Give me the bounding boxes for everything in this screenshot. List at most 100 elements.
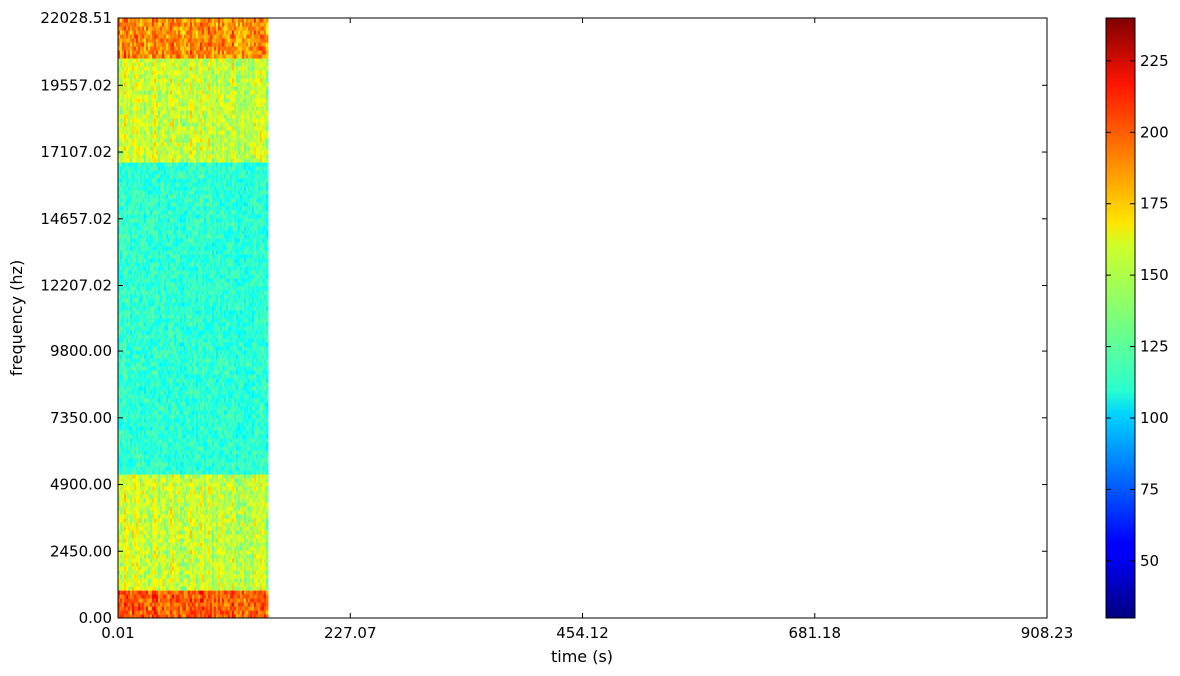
heatmap-cell: [139, 526, 143, 531]
heatmap-cell: [127, 110, 131, 115]
heatmap-cell: [163, 166, 167, 171]
heatmap-cell: [118, 134, 121, 139]
heatmap-cell: [161, 414, 165, 419]
heatmap-cell: [125, 602, 129, 607]
heatmap-cell: [137, 118, 141, 123]
heatmap-cell: [151, 210, 155, 215]
heatmap-cell: [159, 598, 163, 603]
heatmap-cell: [135, 530, 139, 535]
heatmap-cell: [122, 246, 125, 251]
heatmap-cell: [151, 330, 155, 335]
heatmap-cell: [153, 358, 157, 363]
heatmap-cell: [163, 474, 167, 479]
heatmap-cell: [137, 214, 141, 219]
heatmap-cell: [151, 514, 155, 519]
heatmap-cell: [151, 158, 155, 163]
heatmap-cell: [135, 178, 139, 183]
heatmap-cell: [161, 190, 165, 195]
heatmap-cell: [139, 210, 143, 215]
heatmap-cell: [141, 566, 145, 571]
heatmap-cell: [129, 346, 133, 351]
heatmap-cell: [131, 314, 135, 319]
heatmap-cell: [143, 246, 147, 251]
heatmap-cell: [167, 38, 171, 43]
heatmap-cell: [137, 286, 141, 291]
heatmap-cell: [155, 90, 159, 95]
heatmap-cell: [143, 606, 147, 611]
heatmap-cell: [135, 46, 139, 51]
heatmap-cell: [149, 434, 153, 439]
heatmap-cell: [157, 414, 161, 419]
heatmap-cell: [125, 474, 129, 479]
heatmap-cell: [139, 234, 143, 239]
heatmap-cell: [125, 198, 129, 203]
heatmap-cell: [127, 518, 131, 523]
heatmap-cell: [147, 510, 151, 515]
heatmap-cell: [125, 562, 129, 567]
heatmap-cell: [167, 258, 171, 263]
heatmap-cell: [147, 78, 151, 83]
heatmap-cell: [135, 474, 139, 479]
heatmap-cell: [127, 138, 131, 143]
heatmap-cell: [165, 66, 169, 71]
heatmap-cell: [120, 258, 123, 263]
heatmap-cell: [149, 346, 153, 351]
heatmap-cell: [143, 98, 147, 103]
heatmap-cell: [133, 274, 137, 279]
heatmap-cell: [137, 202, 141, 207]
heatmap-cell: [131, 170, 135, 175]
heatmap-cell: [151, 334, 155, 339]
heatmap-cell: [151, 170, 155, 175]
heatmap-cell: [135, 486, 139, 491]
heatmap-cell: [129, 558, 133, 563]
heatmap-cell: [143, 90, 147, 95]
heatmap-cell: [135, 122, 139, 127]
heatmap-cell: [137, 38, 141, 43]
heatmap-cell: [153, 190, 157, 195]
heatmap-cell: [139, 294, 143, 299]
heatmap-cell: [133, 126, 137, 131]
heatmap-cell: [159, 250, 163, 255]
heatmap-cell: [141, 174, 145, 179]
heatmap-cell: [149, 470, 153, 475]
heatmap-cell: [165, 422, 169, 427]
heatmap-cell: [165, 218, 169, 223]
heatmap-cell: [169, 486, 173, 491]
heatmap-cell: [139, 434, 143, 439]
heatmap-cell: [165, 450, 169, 455]
heatmap-cell: [159, 486, 163, 491]
heatmap-cell: [153, 534, 157, 539]
heatmap-cell: [147, 346, 151, 351]
heatmap-cell: [151, 418, 155, 423]
heatmap-cell: [141, 318, 145, 323]
heatmap-cell: [155, 242, 159, 247]
heatmap-cell: [118, 254, 121, 259]
heatmap-cell: [149, 298, 153, 303]
heatmap-cell: [125, 174, 129, 179]
heatmap-cell: [149, 558, 153, 563]
heatmap-cell: [165, 150, 169, 155]
heatmap-cell: [135, 358, 139, 363]
heatmap-cell: [139, 358, 143, 363]
heatmap-cell: [155, 54, 159, 59]
heatmap-cell: [127, 202, 131, 207]
heatmap-cell: [127, 66, 131, 71]
heatmap-cell: [167, 246, 171, 251]
heatmap-cell: [167, 50, 171, 55]
heatmap-cell: [157, 262, 161, 267]
heatmap-cell: [151, 154, 155, 159]
heatmap-cell: [153, 138, 157, 143]
heatmap-cell: [135, 466, 139, 471]
heatmap-cell: [147, 102, 151, 107]
heatmap-cell: [133, 110, 137, 115]
heatmap-cell: [122, 86, 125, 91]
heatmap-cell: [141, 406, 145, 411]
heatmap-cell: [141, 314, 145, 319]
heatmap-cell: [123, 342, 127, 347]
heatmap-cell: [123, 242, 127, 247]
heatmap-cell: [120, 342, 123, 347]
heatmap-cell: [169, 614, 173, 618]
heatmap-cell: [151, 578, 155, 583]
heatmap-cell: [149, 162, 153, 167]
heatmap-cell: [118, 542, 121, 547]
